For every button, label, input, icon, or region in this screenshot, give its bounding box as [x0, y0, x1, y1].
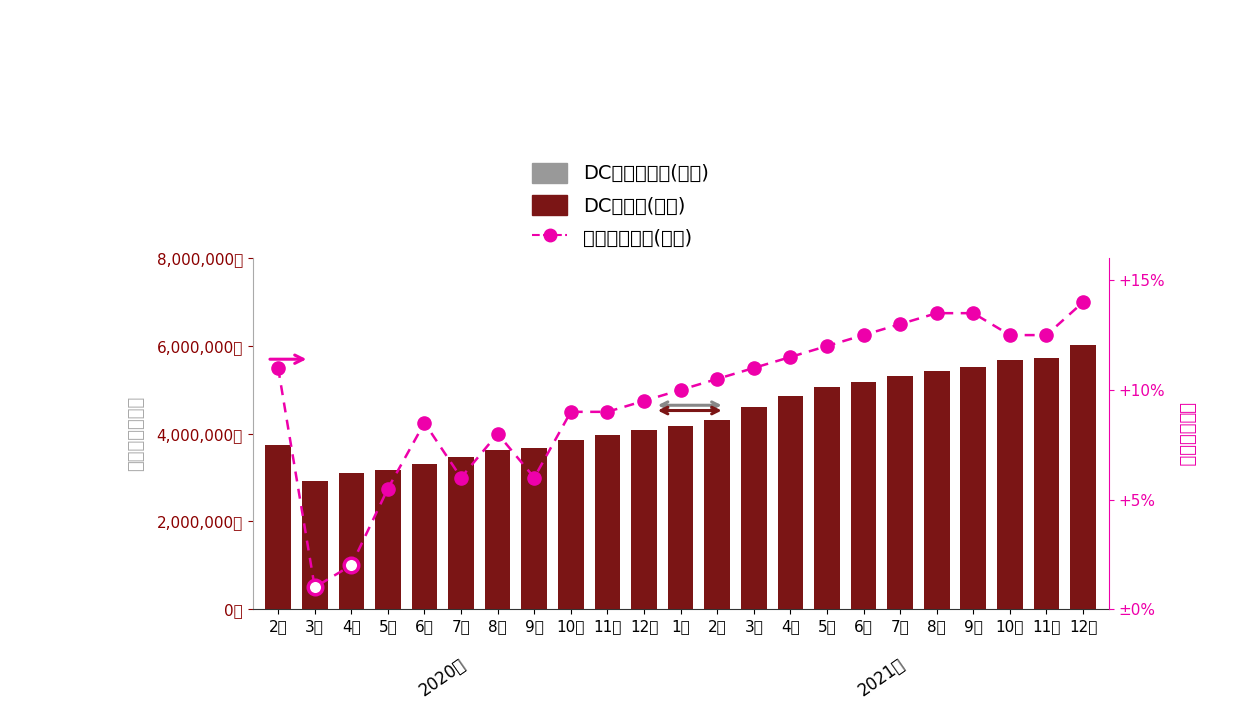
Bar — [448, 485, 474, 609]
Bar — [448, 456, 474, 609]
Bar — [522, 482, 547, 609]
Point — [890, 319, 910, 330]
Point — [1037, 329, 1057, 341]
Bar — [376, 469, 401, 609]
Bar — [412, 464, 437, 609]
Point — [780, 351, 800, 363]
Bar — [1071, 467, 1096, 609]
Bar — [631, 479, 656, 609]
Bar — [631, 430, 656, 609]
Bar — [704, 478, 730, 609]
Point — [305, 581, 324, 593]
Y-axis label: 拠出額、評価額: 拠出額、評価額 — [127, 396, 145, 472]
Bar — [558, 482, 584, 609]
Bar — [302, 481, 327, 609]
Point — [268, 362, 288, 373]
Bar — [887, 376, 914, 609]
Bar — [704, 420, 730, 609]
Point — [670, 384, 690, 396]
Bar — [961, 471, 986, 609]
Point — [927, 307, 947, 319]
Point — [1000, 329, 1020, 341]
Bar — [338, 473, 364, 609]
Bar — [887, 473, 914, 609]
Point — [414, 417, 434, 428]
Point — [378, 483, 398, 495]
Text: 2021年: 2021年 — [855, 655, 909, 700]
Bar — [485, 483, 510, 609]
Bar — [851, 382, 876, 609]
Point — [708, 373, 728, 385]
Bar — [338, 489, 364, 609]
Legend: DC拠出金累計(左軸), DC評価額(左軸), 加入来利回り(右軸): DC拠出金累計(左軸), DC評価額(左軸), 加入来利回り(右軸) — [533, 163, 709, 248]
Point — [963, 307, 983, 319]
Bar — [594, 435, 620, 609]
Bar — [814, 387, 840, 609]
Bar — [924, 371, 950, 609]
Bar — [814, 474, 840, 609]
Point — [451, 472, 470, 483]
Bar — [266, 491, 291, 609]
Point — [598, 406, 618, 417]
Point — [1073, 296, 1093, 308]
Bar — [1033, 469, 1060, 609]
Bar — [668, 479, 694, 609]
Bar — [302, 490, 327, 609]
Bar — [778, 396, 804, 609]
Bar — [1033, 358, 1060, 609]
Bar — [266, 445, 291, 609]
Bar — [778, 476, 804, 609]
Point — [342, 559, 362, 571]
Point — [817, 340, 837, 352]
Point — [634, 395, 654, 407]
Bar — [1071, 345, 1096, 609]
Bar — [741, 477, 766, 609]
Bar — [851, 474, 876, 609]
Bar — [522, 448, 547, 609]
Bar — [412, 487, 437, 609]
Text: 2020年: 2020年 — [417, 655, 469, 700]
Bar — [668, 426, 694, 609]
Bar — [558, 441, 584, 609]
Point — [854, 329, 874, 341]
Bar — [961, 367, 986, 609]
Bar — [924, 472, 950, 609]
Bar — [741, 407, 766, 609]
Point — [524, 472, 544, 483]
Bar — [997, 469, 1022, 609]
Bar — [485, 451, 510, 609]
Bar — [594, 481, 620, 609]
Bar — [997, 360, 1022, 609]
Point — [488, 428, 508, 440]
Point — [560, 406, 580, 417]
Y-axis label: 加入来利回り: 加入来利回り — [1178, 402, 1196, 466]
Point — [744, 362, 764, 373]
Bar — [376, 488, 401, 609]
